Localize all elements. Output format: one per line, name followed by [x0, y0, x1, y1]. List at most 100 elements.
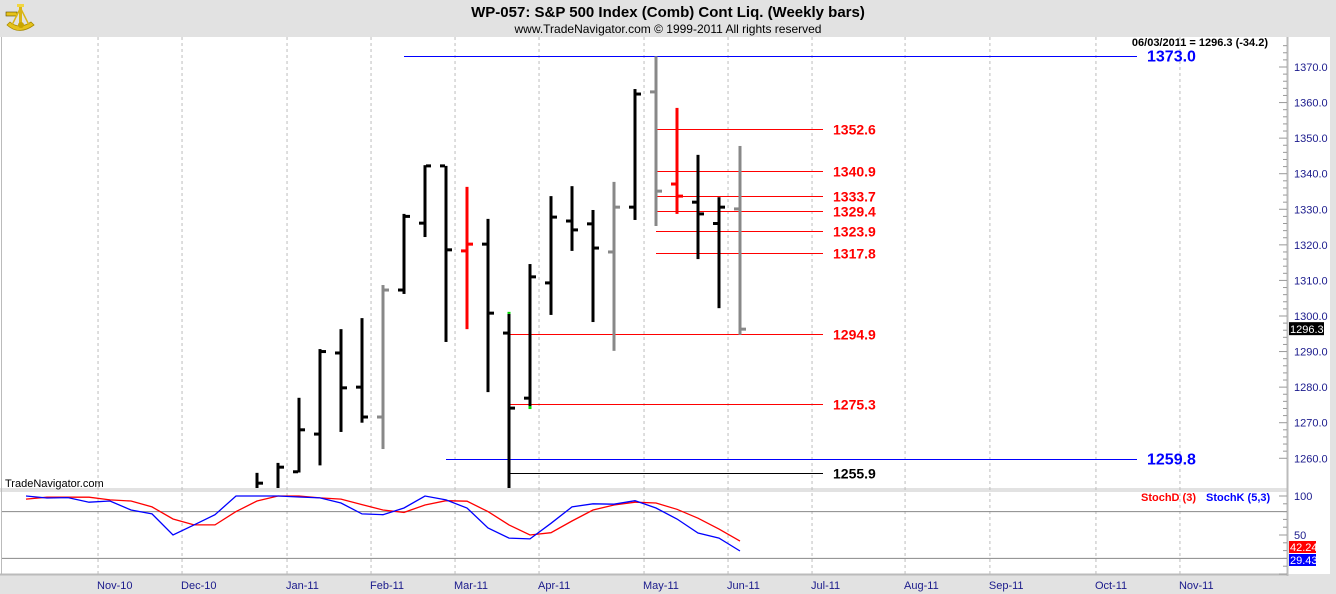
- stoch-value-badge: [1289, 554, 1316, 566]
- close-tick: [678, 194, 683, 198]
- level-label: 1294.9: [833, 327, 876, 343]
- ohlc-bar: [717, 197, 721, 309]
- ohlc-bar: [297, 397, 301, 473]
- chart-title: WP-057: S&P 500 Index (Comb) Cont Liq. (…: [471, 4, 865, 21]
- legend-stochk: StochK (5,3): [1206, 492, 1271, 504]
- ohlc-bar: [570, 186, 574, 251]
- open-tick: [629, 205, 634, 209]
- open-tick: [482, 242, 487, 246]
- x-tick-label: Apr-11: [538, 580, 570, 592]
- x-tick-label: Sep-11: [989, 580, 1024, 592]
- close-tick: [741, 327, 746, 331]
- ohlc-bar: [360, 318, 364, 423]
- open-tick: [293, 470, 298, 474]
- open-tick: [650, 90, 655, 94]
- open-tick: [608, 250, 613, 254]
- close-tick: [657, 189, 662, 193]
- watermark-text: TradeNavigator.com: [5, 478, 104, 490]
- grid-lines: [97, 37, 1181, 574]
- level-label: 1373.0: [1147, 49, 1196, 66]
- y-tick-label: 1340.0: [1294, 169, 1328, 181]
- level-label: 1255.9: [833, 466, 876, 482]
- close-tick: [552, 215, 557, 219]
- stoch-value-label: 29.43: [1290, 555, 1318, 567]
- close-tick: [279, 465, 284, 469]
- copyright-text: www.TradeNavigator.com © 1999-2011 All r…: [514, 22, 822, 36]
- legend-stochd: StochD (3): [1141, 492, 1196, 504]
- open-tick: [440, 164, 445, 168]
- x-tick-label: Nov-11: [1179, 580, 1214, 592]
- price-axis: 1370.0 1360.0 1350.0 1340.0 1330.0 1320.0 1310…: [1279, 45, 1328, 465]
- stoch-value-badge: [1289, 541, 1316, 553]
- x-tick-label: May-11: [643, 580, 679, 592]
- close-tick: [258, 481, 263, 485]
- close-tick: [573, 228, 578, 232]
- close-tick: [720, 205, 725, 209]
- x-tick-label: Jul-11: [811, 580, 840, 592]
- close-tick: [636, 92, 641, 96]
- last-bar-info: 06/03/2011 = 1296.3 (-34.2): [1132, 37, 1268, 49]
- open-tick: [587, 222, 592, 226]
- price-bars: [255, 56, 746, 488]
- low-marker: [528, 406, 532, 410]
- ohlc-bar: [633, 89, 637, 220]
- y-tick-label: 1320.0: [1294, 240, 1328, 252]
- ohlc-bar: [339, 329, 343, 432]
- ohlc-bar: [465, 186, 469, 330]
- close-tick: [363, 415, 368, 419]
- panel-separator: [0, 488, 1287, 492]
- x-tick-label: Mar-11: [454, 580, 488, 592]
- open-tick: [461, 249, 466, 253]
- x-tick-label: Feb-11: [370, 580, 404, 592]
- ohlc-bar: [549, 196, 553, 315]
- open-tick: [545, 281, 550, 285]
- ohlc-bar: [276, 462, 280, 488]
- close-tick: [342, 386, 347, 390]
- ohlc-bar: [444, 165, 448, 342]
- ohlc-bar: [654, 56, 658, 226]
- close-tick: [699, 212, 704, 216]
- x-tick-label: Jan-11: [286, 580, 319, 592]
- open-tick: [566, 219, 571, 223]
- x-tick-label: Nov-10: [97, 580, 132, 592]
- open-tick: [314, 432, 319, 436]
- open-tick: [419, 221, 424, 225]
- close-tick: [615, 205, 620, 209]
- ohlc-bar: [255, 472, 259, 488]
- x-tick-label: Jun-11: [727, 580, 760, 592]
- y-tick-label: 1290.0: [1294, 347, 1328, 359]
- close-tick: [384, 288, 389, 292]
- close-tick: [300, 428, 305, 432]
- y-tick-label: 1310.0: [1294, 275, 1328, 287]
- close-tick: [594, 246, 599, 250]
- y-tick-label: 1350.0: [1294, 133, 1328, 145]
- open-tick: [713, 222, 718, 226]
- y-tick-label: 1330.0: [1294, 204, 1328, 216]
- open-tick: [734, 207, 739, 211]
- ohlc-bar: [381, 285, 385, 450]
- open-tick: [524, 396, 529, 400]
- stoch-y-label: 100: [1294, 491, 1312, 503]
- open-tick: [503, 331, 508, 335]
- x-tick-label: Aug-11: [904, 580, 939, 592]
- ohlc-bar: [612, 181, 616, 351]
- ohlc-bar: [591, 209, 595, 323]
- last-price-badge: [1289, 322, 1324, 336]
- open-tick: [356, 385, 361, 389]
- level-label: 1317.8: [833, 246, 876, 262]
- close-tick: [531, 275, 536, 279]
- y-tick-label: 1260.0: [1294, 453, 1328, 465]
- ohlc-bar: [402, 213, 406, 294]
- sextant-logo-icon: [5, 4, 35, 31]
- level-label: 1340.9: [833, 164, 876, 180]
- y-tick-label: 1270.0: [1294, 418, 1328, 430]
- ohlc-bar: [423, 165, 427, 238]
- x-tick-label: Dec-10: [181, 580, 216, 592]
- y-tick-label: 1300.0: [1294, 311, 1328, 323]
- ohlc-bar: [528, 264, 532, 408]
- close-tick: [510, 406, 515, 410]
- level-label: 1333.7: [833, 189, 876, 205]
